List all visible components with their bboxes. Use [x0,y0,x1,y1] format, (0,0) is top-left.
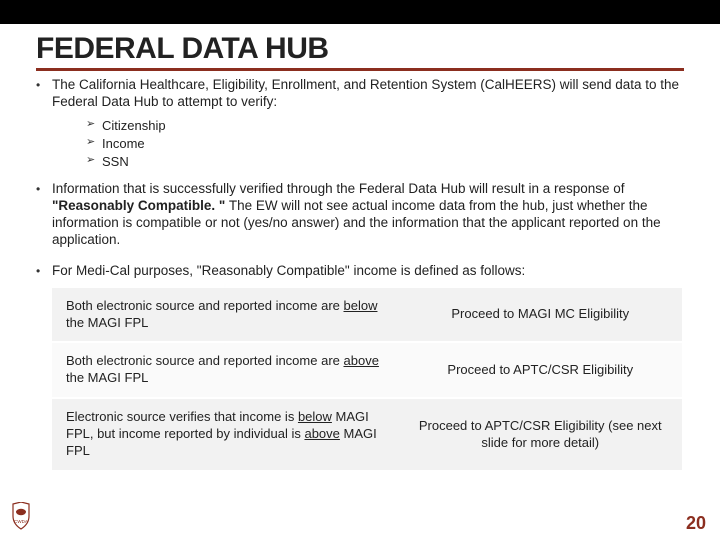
sub-item: ➢ Income [86,135,684,153]
table-cell-action: Proceed to APTC/CSR Eligibility [399,343,683,399]
sub-item: ➢ Citizenship [86,117,684,135]
bullet-3: • For Medi-Cal purposes, "Reasonably Com… [36,263,684,280]
sub-item-label: SSN [102,153,129,171]
chevron-right-icon: ➢ [86,117,102,132]
table-cell-action: Proceed to MAGI MC Eligibility [399,288,683,344]
top-black-bar [0,0,720,24]
table-cell-condition: Both electronic source and reported inco… [52,288,399,344]
sub-item: ➢ SSN [86,153,684,171]
chevron-right-icon: ➢ [86,135,102,150]
bullet-dot-icon: • [36,181,52,198]
bullet-2-text: Information that is successfully verifie… [52,181,684,249]
compat-table: Both electronic source and reported inco… [52,288,682,472]
sub-item-label: Citizenship [102,117,166,135]
page-title: FEDERAL DATA HUB [36,32,684,71]
bullet-1-sublist: ➢ Citizenship ➢ Income ➢ SSN [86,117,684,172]
table-cell-condition: Electronic source verifies that income i… [52,399,399,472]
table-cell-condition: Both electronic source and reported inco… [52,343,399,399]
table-row: Both electronic source and reported inco… [52,343,682,399]
bullet-1: • The California Healthcare, Eligibility… [36,77,684,111]
cwda-logo-icon: CWDA [10,502,32,530]
svg-text:CWDA: CWDA [14,519,28,524]
table-cell-action: Proceed to APTC/CSR Eligibility (see nex… [399,399,683,472]
bullet-2: • Information that is successfully verif… [36,181,684,249]
bullet-3-text: For Medi-Cal purposes, "Reasonably Compa… [52,263,684,280]
chevron-right-icon: ➢ [86,153,102,168]
slide-content: FEDERAL DATA HUB • The California Health… [0,24,720,472]
bullet-1-text: The California Healthcare, Eligibility, … [52,77,684,111]
sub-item-label: Income [102,135,145,153]
page-number: 20 [686,513,706,534]
bullet-dot-icon: • [36,77,52,94]
table-row: Both electronic source and reported inco… [52,288,682,344]
bullet-dot-icon: • [36,263,52,280]
table-row: Electronic source verifies that income i… [52,399,682,472]
